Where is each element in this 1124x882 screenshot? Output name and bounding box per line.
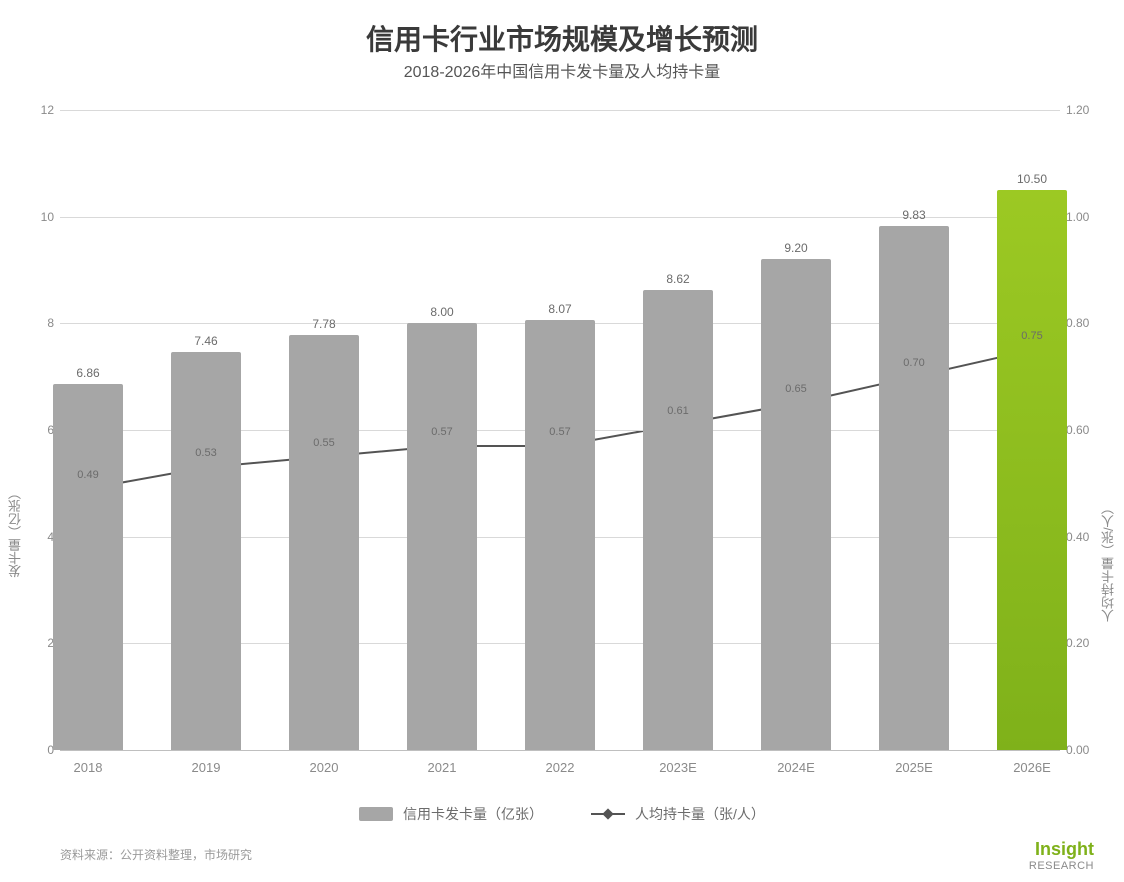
- bar: [53, 384, 123, 750]
- bar-value-label: 9.20: [784, 241, 807, 255]
- footer-source: 资料来源：公开资料整理，市场研究: [60, 846, 252, 863]
- y-left-tick: 2: [12, 637, 54, 649]
- bar: [525, 320, 595, 750]
- chart-subtitle: 2018-2026年中国信用卡发卡量及人均持卡量: [0, 58, 1124, 82]
- y-right-tick: 0.80: [1066, 317, 1110, 329]
- line-value-label: 0.49: [77, 469, 98, 481]
- bar: [643, 290, 713, 750]
- y-right-tick: 0.40: [1066, 531, 1110, 543]
- chart-title: 信用卡行业市场规模及增长预测: [0, 18, 1124, 58]
- brand-block: Insight RESEARCH: [1029, 840, 1094, 872]
- line-value-label: 0.70: [903, 357, 924, 369]
- bar-value-label: 7.78: [312, 317, 335, 331]
- x-category-label: 2026E: [1013, 760, 1051, 775]
- legend-item-bar: 信用卡发卡量（亿张）: [359, 804, 543, 824]
- gridline: [60, 110, 1060, 111]
- bar-value-label: 7.46: [194, 334, 217, 348]
- chart-container: 信用卡行业市场规模及增长预测 2018-2026年中国信用卡发卡量及人均持卡量 …: [0, 0, 1124, 882]
- legend-bar-swatch: [359, 807, 393, 821]
- plot-area: 00.0020.2040.4060.6080.80101.00121.206.8…: [60, 110, 1060, 750]
- bar-value-label: 8.07: [548, 302, 571, 316]
- y-right-tick: 1.00: [1066, 211, 1110, 223]
- brand-main: Insight: [1029, 840, 1094, 860]
- y-left-tick: 4: [12, 531, 54, 543]
- y-left-tick: 6: [12, 424, 54, 436]
- x-category-label: 2020: [310, 760, 339, 775]
- x-category-label: 2019: [192, 760, 221, 775]
- line-value-label: 0.57: [549, 426, 570, 438]
- bar-value-label: 9.83: [902, 208, 925, 222]
- x-category-label: 2025E: [895, 760, 933, 775]
- line-value-label: 0.55: [313, 437, 334, 449]
- x-category-label: 2018: [74, 760, 103, 775]
- legend-bar-label: 信用卡发卡量（亿张）: [403, 804, 543, 824]
- y-left-tick: 0: [12, 744, 54, 756]
- y-right-tick: 0.60: [1066, 424, 1110, 436]
- y-left-tick: 8: [12, 317, 54, 329]
- line-value-label: 0.65: [785, 383, 806, 395]
- gridline: [60, 750, 1060, 751]
- x-category-label: 2022: [546, 760, 575, 775]
- y-right-tick: 0.00: [1066, 744, 1110, 756]
- y-left-tick: 12: [12, 104, 54, 116]
- y-axis-right-title: 人均持卡量（张/人）: [1099, 501, 1118, 622]
- bar: [879, 226, 949, 750]
- line-value-label: 0.57: [431, 426, 452, 438]
- line-value-label: 0.75: [1021, 330, 1042, 342]
- x-category-label: 2024E: [777, 760, 815, 775]
- legend-line-label: 人均持卡量（张/人）: [635, 804, 765, 824]
- legend-item-line: 人均持卡量（张/人）: [591, 804, 765, 824]
- bar-value-label: 8.62: [666, 272, 689, 286]
- legend: 信用卡发卡量（亿张） 人均持卡量（张/人）: [0, 804, 1124, 824]
- bar-value-label: 6.86: [76, 366, 99, 380]
- bar-value-label: 10.50: [1017, 172, 1047, 186]
- bar: [289, 335, 359, 750]
- bar: [407, 323, 477, 750]
- x-category-label: 2021: [428, 760, 457, 775]
- y-right-tick: 0.20: [1066, 637, 1110, 649]
- x-category-label: 2023E: [659, 760, 697, 775]
- line-value-label: 0.53: [195, 447, 216, 459]
- y-left-tick: 10: [12, 211, 54, 223]
- bar: [171, 352, 241, 750]
- bar-value-label: 8.00: [430, 305, 453, 319]
- bar: [997, 190, 1067, 750]
- y-right-tick: 1.20: [1066, 104, 1110, 116]
- legend-line-swatch: [591, 807, 625, 821]
- bar: [761, 259, 831, 750]
- line-value-label: 0.61: [667, 405, 688, 417]
- brand-sub: RESEARCH: [1029, 860, 1094, 872]
